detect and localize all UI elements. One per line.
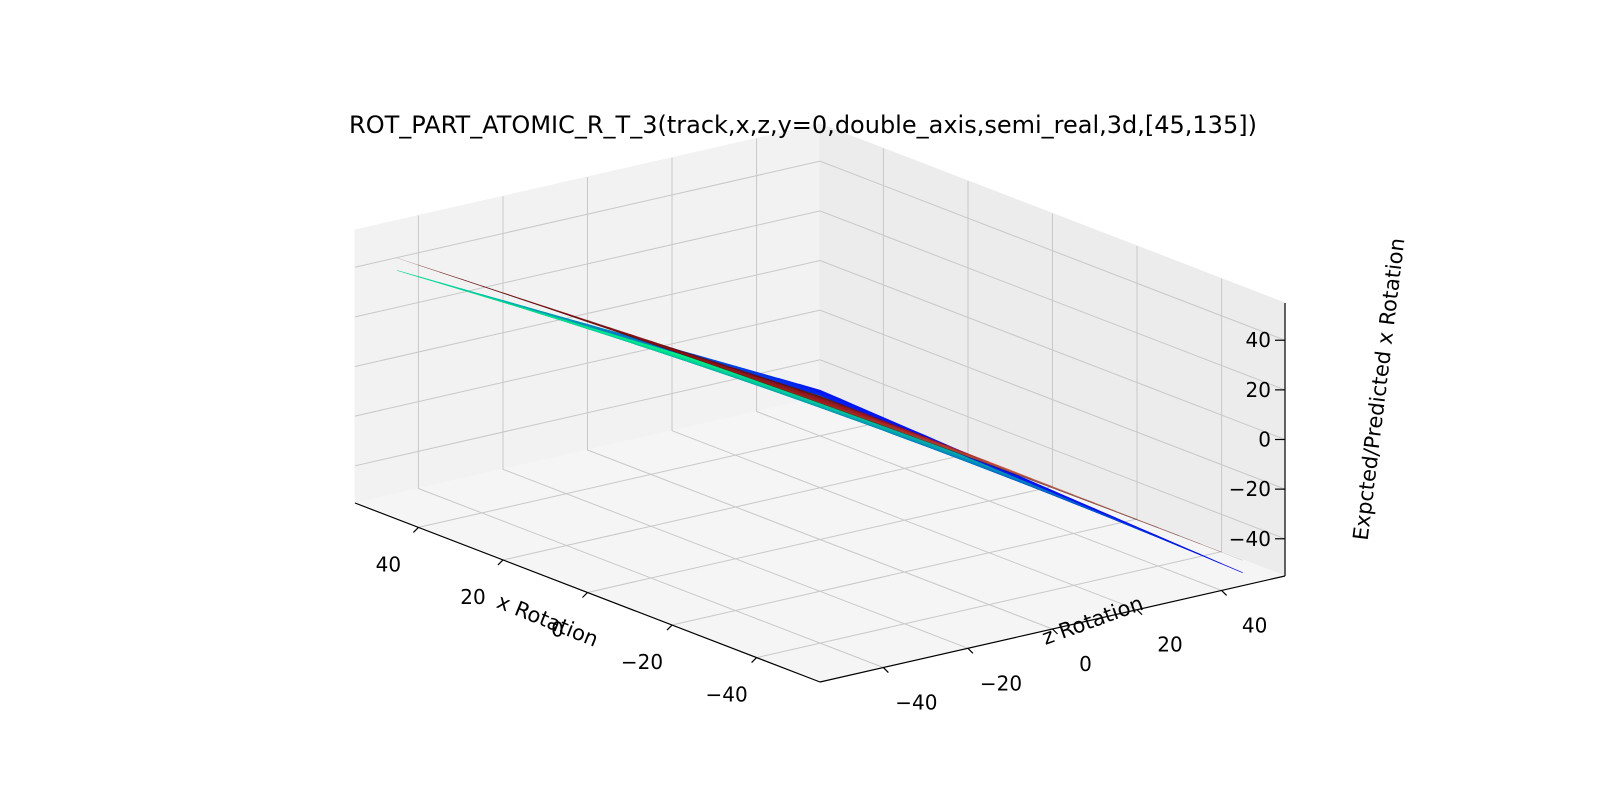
y-grid-line [756,138,1222,591]
y-grid-line [587,177,1053,630]
z-axis-label: Expcted/Predicted x Rotation [1349,237,1410,542]
x-grid-line [756,278,1223,659]
z-tick-label: −40 [1229,527,1271,551]
x-tick-mark [582,592,588,598]
grid-lines [354,138,1286,668]
y-tick-mark [967,647,974,654]
z-tick-label: −20 [1229,477,1271,501]
x-axis-label: x Rotation [494,589,602,651]
y-tick-mark [1136,609,1143,616]
z-grid-line [354,210,1286,391]
surface-cell [1158,527,1201,545]
y-grid-line [502,196,969,649]
x-tick-mark [412,526,419,533]
z-grid-line [354,309,1286,490]
x-tick-mark [751,657,758,664]
y-tick-mark [1052,628,1058,635]
x-tick-label: −20 [621,650,663,674]
x-tick-mark [497,559,504,566]
surface-cell [946,445,990,462]
y-tick-mark [882,667,889,673]
y-grid-line [671,157,1138,611]
chart-title: ROT_PART_ATOMIC_R_T_3(track,x,z,y=0,doub… [349,111,1257,139]
surface-cell [904,429,947,446]
z-grid-line [354,259,1286,440]
z-tick-label: 0 [1258,428,1271,452]
y-tick-label: −40 [895,691,937,715]
z-grid-line [354,160,1286,341]
surfaces [397,257,1243,573]
x-grid-line [671,246,1138,626]
surface-cell [1031,478,1074,495]
z-tick-label: 20 [1246,378,1271,402]
y-tick-label: −20 [980,671,1022,695]
z-tick-label: 40 [1246,328,1271,352]
surface-cell [798,388,842,405]
y-tick-mark [1221,590,1228,596]
axis-lines [354,303,1286,683]
x-tick-mark [666,624,673,631]
surface-Reds [397,257,1243,561]
surface-cell [1010,470,1053,487]
x-tick-label: −40 [705,683,747,707]
z-grid-line [354,359,1286,540]
y-tick-label: 20 [1157,633,1182,657]
x-tick-label: 20 [460,585,485,609]
y-grid-line [417,215,884,668]
y-tick-label: 0 [1079,652,1092,676]
surface-cell [925,437,969,454]
x-tick-label: 40 [376,552,401,576]
tick-labels: 40 20 0 −20 −40 −40 −20 0 20 40 40 20 0 −20 −40 [376,328,1271,714]
x-tick-label: 0 [551,618,564,642]
y-tick-label: 40 [1242,614,1267,638]
